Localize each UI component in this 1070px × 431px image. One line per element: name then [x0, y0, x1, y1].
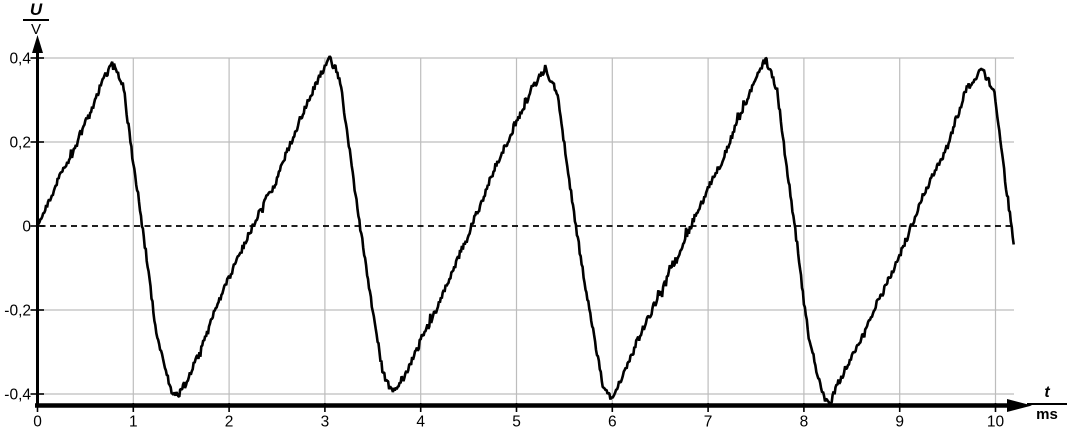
x-tick-label: 3: [321, 414, 330, 431]
y-axis-unit: V: [30, 21, 41, 38]
waveform-trace: [36, 55, 1015, 407]
x-tick-label: 9: [895, 414, 904, 431]
x-tick-label: 6: [608, 414, 617, 431]
x-axis-arrow-icon: [1007, 399, 1032, 412]
x-tick-label: 7: [704, 414, 713, 431]
x-tick-label: 1: [129, 414, 138, 431]
x-tick-label: 8: [800, 414, 809, 431]
x-tick-label: 10: [987, 414, 1005, 431]
y-tick-label: 0: [22, 219, 31, 236]
y-tick-label: 0,4: [9, 51, 31, 68]
y-axis-quantity-symbol: U: [23, 1, 49, 21]
y-axis-label: U V: [23, 1, 49, 38]
x-tick-label: 4: [416, 414, 425, 431]
x-tick-label: 5: [512, 414, 521, 431]
x-tick-label: 0: [33, 414, 42, 431]
x-axis-label: t ms: [1027, 384, 1067, 423]
y-tick-label: -0,4: [4, 387, 31, 404]
x-axis-unit: ms: [1036, 406, 1058, 423]
y-tick-label: -0,2: [4, 303, 31, 320]
y-axis-arrow-icon: [32, 35, 43, 53]
x-tick-label: 2: [225, 414, 234, 431]
x-axis-quantity-symbol: t: [1027, 384, 1067, 405]
y-tick-label: 0,2: [9, 135, 31, 152]
